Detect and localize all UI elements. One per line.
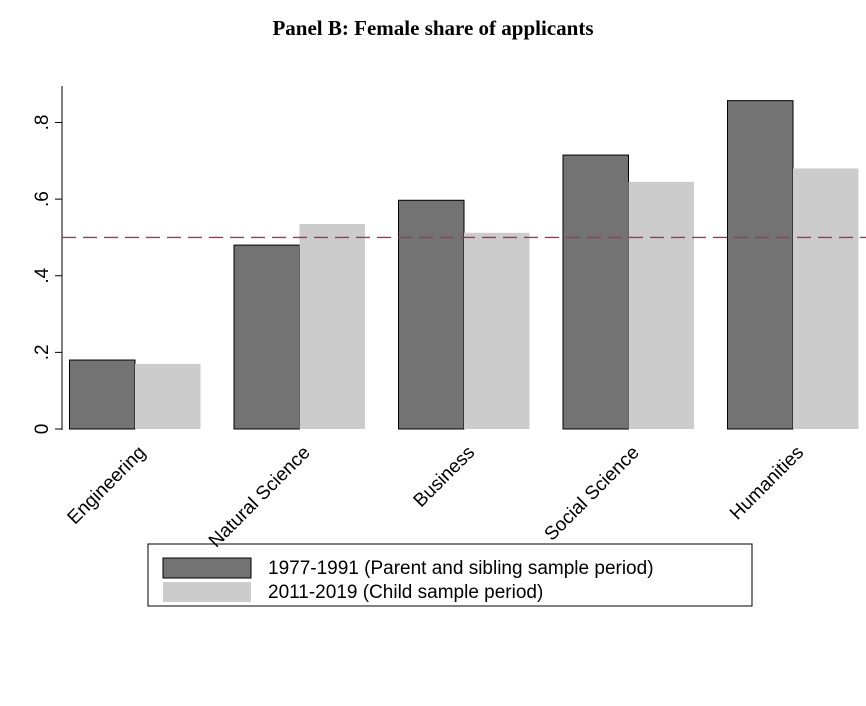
x-tick-label: Engineering (64, 442, 151, 529)
bar (628, 181, 694, 429)
bar (135, 363, 201, 429)
chart-title: Panel B: Female share of applicants (272, 16, 593, 40)
bar (727, 100, 794, 430)
y-tick-label: .6 (32, 191, 53, 207)
bar (562, 154, 629, 430)
bar (233, 244, 300, 430)
y-tick-label: 0 (32, 424, 53, 435)
legend-swatch (163, 582, 251, 602)
legend-label: 1977-1991 (Parent and sibling sample per… (268, 558, 654, 579)
bar (299, 224, 365, 429)
y-tick-label: .2 (32, 344, 53, 360)
legend-swatch (162, 557, 252, 579)
x-tick-label: Natural Science (205, 442, 315, 552)
x-tick-label: Social Science (541, 442, 644, 545)
legend-label: 2011-2019 (Child sample period) (268, 582, 543, 603)
x-tick-label: Business (410, 442, 479, 511)
bar (69, 359, 136, 430)
bar (398, 199, 465, 430)
y-tick-label: .8 (32, 115, 53, 131)
x-tick-label: Humanities (726, 442, 808, 524)
bar (793, 168, 859, 429)
y-tick-label: .4 (32, 267, 53, 283)
bar (464, 232, 530, 429)
